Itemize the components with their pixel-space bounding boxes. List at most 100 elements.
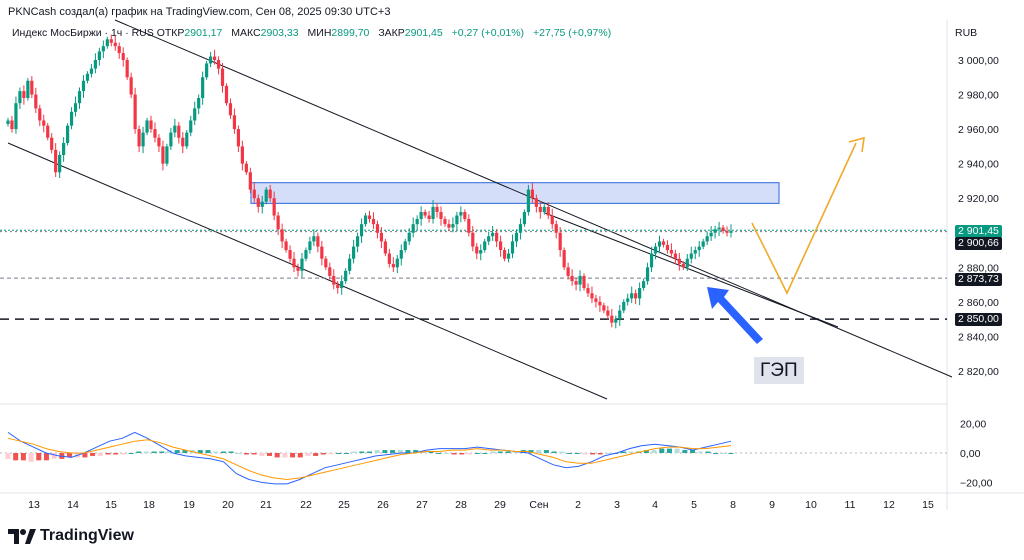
histogram-bar: [597, 453, 603, 455]
candle-body: [46, 125, 50, 138]
histogram-bar: [490, 451, 496, 453]
low-label: МИН: [307, 27, 332, 39]
instrument-name[interactable]: Индекс МосБиржи · 1ч · RUS: [12, 27, 154, 39]
trend-channel: [7, 19, 953, 400]
candle-body: [81, 80, 86, 92]
oscillator-tick-label: −20,00: [960, 477, 993, 489]
histogram-bar: [43, 453, 49, 461]
candle-body: [216, 60, 221, 69]
candle-body: [423, 212, 427, 216]
close-label: ЗАКР: [378, 27, 405, 39]
resistance-zone-rect: [250, 182, 780, 205]
candle-body: [491, 232, 495, 237]
candle-body: [649, 253, 654, 268]
gap-arrow: [707, 287, 763, 344]
candle-body: [657, 241, 662, 247]
time-tick-label: 27: [416, 499, 428, 511]
histogram-bar: [151, 451, 157, 453]
price-tick-label: 2 980,00: [958, 90, 999, 102]
histogram-bar: [36, 453, 42, 461]
histogram-bar: [97, 453, 103, 456]
currency-label[interactable]: RUB: [955, 27, 978, 39]
histogram-bar: [20, 453, 26, 461]
time-tick-label: 28: [455, 499, 467, 511]
histogram-bar: [205, 450, 211, 453]
time-tick-label: 26: [377, 499, 389, 511]
histogram-bar: [536, 450, 542, 453]
candle-body: [296, 267, 300, 271]
candle-body: [34, 94, 38, 109]
candle-body: [526, 189, 531, 213]
candle-body: [558, 232, 562, 251]
candle-body: [292, 258, 296, 268]
histogram-bar: [282, 453, 288, 458]
candle-body: [506, 253, 511, 259]
candle-body: [232, 115, 237, 130]
candle-body: [626, 298, 630, 302]
histogram-bar: [428, 451, 434, 453]
candle-body: [105, 39, 109, 47]
candle-body: [479, 250, 483, 254]
time-tick-label: 12: [883, 499, 895, 511]
price-tag-level2: 2 873,73: [955, 273, 1002, 286]
price-tag-level1: 2 900,66: [955, 237, 1002, 250]
histogram-bar: [313, 453, 319, 456]
candle-body: [554, 224, 558, 233]
histogram-bar: [382, 450, 388, 453]
candle-body: [58, 155, 62, 173]
candle-body: [387, 253, 391, 264]
candle-body: [50, 137, 54, 150]
candle-body: [240, 146, 244, 164]
close-value: 2901,45: [404, 27, 443, 39]
histogram-bar: [28, 453, 34, 462]
macd-line: [7, 431, 732, 485]
projection-path: [751, 136, 865, 295]
candle-body: [276, 215, 280, 230]
histogram-bar: [367, 451, 372, 453]
candle-body: [93, 60, 97, 69]
candle-body: [395, 258, 399, 268]
candle-body: [427, 215, 431, 219]
candle-body: [101, 46, 105, 52]
histogram-bar: [290, 453, 296, 458]
candle-body: [697, 246, 701, 251]
candle-body: [614, 319, 618, 323]
tradingview-logo[interactable]: TradingView: [8, 527, 134, 545]
candle-body: [709, 232, 713, 237]
candle-body: [268, 189, 272, 199]
candle-body: [661, 241, 666, 245]
histogram-bar: [213, 451, 219, 453]
candle-body: [328, 267, 332, 276]
channel-inner-line: [544, 212, 839, 328]
oscillator-pane: 20,00 0,00 −20,00: [0, 419, 993, 489]
histogram-bar: [374, 450, 380, 453]
histogram-bar: [174, 450, 180, 453]
histogram-bar: [705, 451, 711, 453]
candle-body: [502, 250, 507, 259]
histogram-bar: [720, 453, 726, 454]
candle-body: [224, 85, 229, 104]
candle-body: [260, 201, 264, 207]
candle-body: [248, 172, 252, 190]
candle-body: [304, 250, 308, 259]
time-tick-label: 29: [494, 499, 506, 511]
candle-body: [689, 253, 693, 259]
candle-body: [538, 206, 542, 213]
candle-body: [653, 246, 658, 254]
time-tick-label: 22: [300, 499, 312, 511]
histogram-bar: [359, 451, 365, 453]
time-tick-label: 13: [28, 499, 40, 511]
histogram-bar: [543, 450, 549, 453]
candle-body: [534, 198, 538, 207]
candle-body: [236, 129, 241, 147]
candle-body: [451, 224, 455, 228]
candle-body: [375, 224, 380, 233]
candle-body: [483, 241, 487, 251]
time-tick-label: 18: [143, 499, 155, 511]
candle-body: [189, 120, 193, 133]
candle-body: [495, 232, 499, 242]
histogram-bar: [620, 451, 626, 453]
candle-body: [606, 310, 610, 316]
candle-body: [149, 120, 153, 130]
